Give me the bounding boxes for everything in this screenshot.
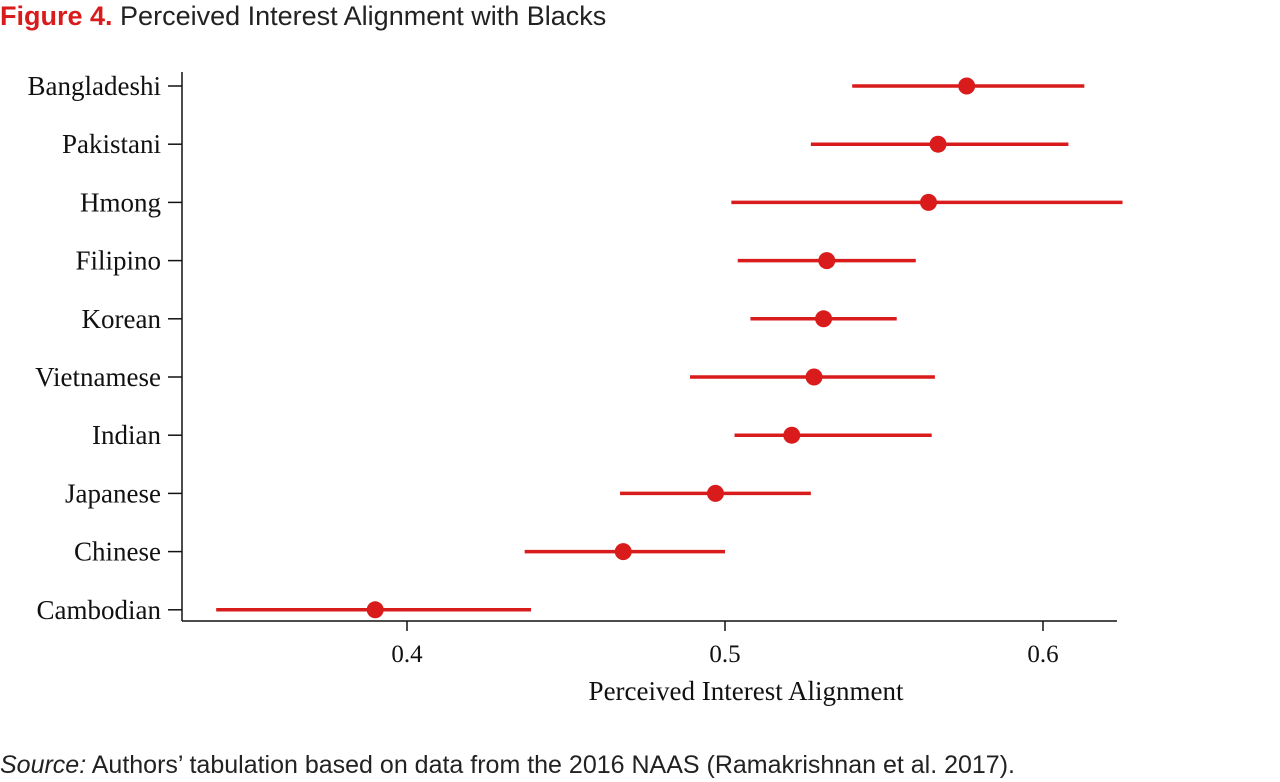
confidence-intervals [216, 84, 1123, 612]
figure-number: Figure 4. [0, 1, 113, 31]
point-hmong [920, 193, 938, 211]
source-label: Source: [0, 751, 87, 779]
figure-title: Figure 4. Perceived Interest Alignment w… [0, 0, 606, 32]
category-label: Bangladeshi [28, 71, 161, 101]
category-label: Indian [92, 420, 161, 450]
point-cambodian [366, 601, 384, 619]
x-tick-label: 0.4 [391, 641, 423, 668]
category-label: Korean [82, 304, 162, 334]
point-filipino [818, 252, 836, 270]
x-axis-title: Perceived Interest Alignment [589, 676, 904, 706]
chart-labels: 0.4 0.5 0.6 Perceived Interest Alignment Ban… [28, 71, 1059, 706]
category-label: Cambodian [37, 595, 162, 625]
point-indian [783, 426, 801, 444]
category-label: Chinese [74, 537, 161, 567]
point-pakistani [929, 135, 947, 153]
category-label: Japanese [65, 478, 161, 508]
chart-axes [168, 72, 1117, 631]
figure-title-text: Perceived Interest Alignment with Blacks [120, 1, 607, 31]
point-japanese [706, 484, 724, 502]
point-estimates [366, 77, 976, 619]
point-vietnamese [805, 368, 823, 386]
interest-alignment-chart: 0.4 0.5 0.6 Perceived Interest Alignment Ban… [28, 71, 1123, 706]
category-label: Hmong [80, 187, 161, 217]
category-label: Pakistani [62, 129, 161, 159]
category-label: Filipino [75, 246, 161, 276]
point-bangladeshi [958, 77, 976, 95]
x-tick-label: 0.6 [1027, 641, 1058, 668]
point-chinese [614, 543, 632, 561]
x-tick-label: 0.5 [709, 641, 740, 668]
category-label: Vietnamese [35, 362, 161, 392]
source-text: Authors’ tabulation based on data from t… [91, 751, 1015, 779]
point-korean [815, 310, 833, 328]
source-note: Source: Authors’ tabulation based on dat… [0, 748, 1015, 782]
